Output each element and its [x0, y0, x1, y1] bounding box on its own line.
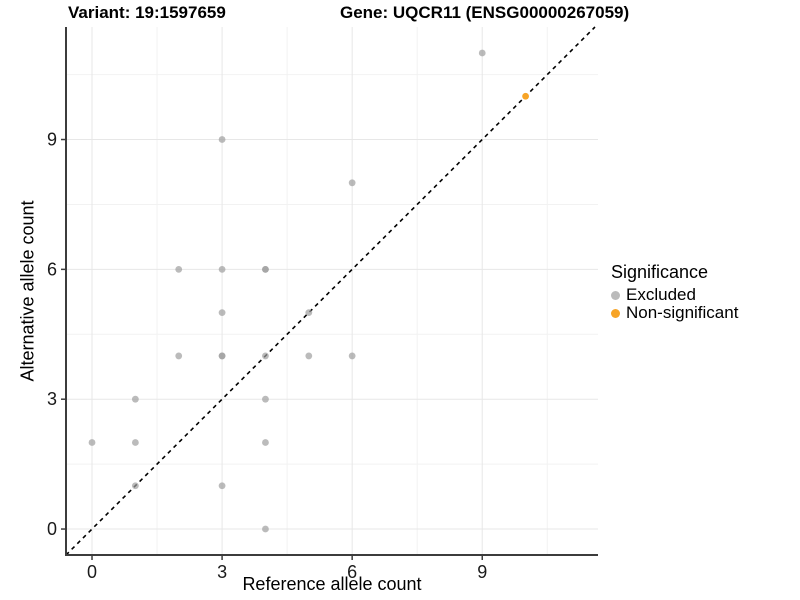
data-point [218, 352, 226, 360]
data-point [218, 309, 226, 317]
x-tick-label: 0 [87, 562, 97, 582]
data-point [478, 49, 486, 57]
data-point [262, 395, 269, 403]
data-point [131, 482, 139, 490]
x-tick-label: 6 [347, 562, 357, 582]
y-axis-ticks: 0 3 6 9 [47, 130, 66, 539]
data-point [218, 265, 226, 273]
excluded-dot-icon [611, 290, 620, 300]
data-point [88, 439, 96, 446]
legend: Significance Excluded Non-significant [611, 262, 738, 322]
x-axis-ticks: 0 3 6 9 [87, 555, 487, 582]
data-point [348, 352, 356, 360]
y-tick-label: 3 [47, 389, 57, 409]
data-point [305, 309, 313, 317]
gene-title: Gene: UQCR11 (ENSG00000267059) [340, 3, 630, 22]
data-point [262, 265, 269, 273]
legend-item-excluded: Excluded [611, 285, 738, 304]
legend-item-label: Non-significant [626, 303, 739, 322]
data-point [218, 482, 226, 490]
series-non-significant [522, 92, 529, 100]
non-significant-dot-icon [611, 308, 620, 318]
data-point [218, 136, 226, 143]
data-point [175, 265, 183, 273]
series-excluded [88, 49, 486, 533]
axis-lines [65, 27, 598, 556]
data-point [262, 352, 269, 360]
y-tick-label: 9 [47, 130, 57, 150]
legend-item-label: Excluded [626, 285, 696, 304]
x-axis-title: Reference allele count [242, 574, 422, 594]
legend-title: Significance [611, 262, 709, 282]
identity-line [65, 26, 596, 556]
data-point [305, 352, 313, 360]
x-tick-label: 9 [477, 562, 487, 582]
variant-title: Variant: 19:1597659 [68, 3, 226, 22]
data-point [175, 352, 183, 360]
gridlines-major [66, 27, 598, 555]
data-point [262, 439, 269, 446]
y-tick-label: 6 [47, 259, 57, 279]
data-point [131, 395, 139, 403]
legend-item-non-significant: Non-significant [611, 303, 739, 322]
data-point [131, 439, 139, 446]
data-point [522, 92, 529, 100]
data-point [262, 525, 269, 533]
y-tick-label: 0 [47, 519, 57, 539]
x-tick-label: 3 [217, 562, 227, 582]
data-point [348, 179, 356, 187]
gridlines-minor [66, 27, 598, 555]
